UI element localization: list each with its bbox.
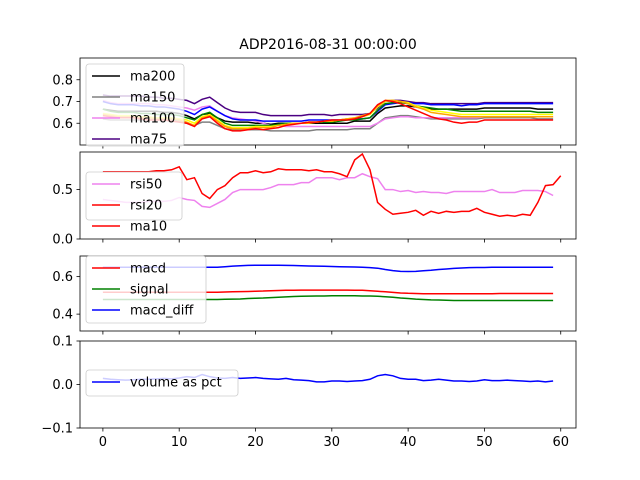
x-tick-label: 0 <box>99 435 107 450</box>
legend-label-macd: macd <box>130 262 166 277</box>
y-tick-label: 0.0 <box>52 378 73 393</box>
legend-panel-3: macd signal macd_diff <box>85 255 207 324</box>
legend-panel-1: ma200 ma150 ma100 ma75 <box>85 63 185 148</box>
y-tick-label: −0.1 <box>41 422 73 437</box>
legend-label-ma100: ma100 <box>130 112 175 127</box>
legend-box <box>85 63 185 147</box>
chart-title: ADP2016-08-31 00:00:00 <box>239 37 417 53</box>
y-tick-label: 0.1 <box>52 335 73 350</box>
y-tick-label: 0.7 <box>52 95 73 110</box>
x-tick-label: 20 <box>247 435 264 450</box>
legend-label-rsi20: rsi20 <box>130 199 162 214</box>
legend-label-macd_diff: macd_diff <box>130 304 194 319</box>
series-line-rsi20 <box>102 152 562 218</box>
panel-4: −0.1 0.0 0.1 0 10 20 30 40 50 60 volume as pct <box>41 335 577 450</box>
x-tick-label: 50 <box>476 435 493 450</box>
panel-1: 0.6 0.7 0.8 ma200 ma150 ma100 ma75 <box>52 57 577 149</box>
legend-label-ma200: ma200 <box>130 70 175 85</box>
y-tick-label: 0.4 <box>52 308 73 323</box>
y-tick-label: 0.8 <box>52 73 73 88</box>
legend-label-signal: signal <box>130 283 168 298</box>
legend-panel-2: rsi50 rsi20 ma10 <box>85 171 183 235</box>
x-tick-label: 60 <box>552 435 569 450</box>
legend-label-rsi50: rsi50 <box>130 178 162 193</box>
axes-frame <box>79 255 577 332</box>
y-tick-label: 0.5 <box>52 183 73 198</box>
axes-frame <box>79 151 577 240</box>
legend-panel-4: volume as pct <box>85 369 239 397</box>
legend-label-volume: volume as pct <box>130 376 222 391</box>
y-tick-label: 0.0 <box>52 233 73 248</box>
x-tick-label: 10 <box>171 435 188 450</box>
x-tick-label: 30 <box>324 435 341 450</box>
legend-label-ma10: ma10 <box>130 220 167 235</box>
legend-box <box>85 255 207 324</box>
legend-box <box>85 369 239 397</box>
panel-3: 0.4 0.6 macd signal macd_diff <box>52 255 577 335</box>
legend-label-ma150: ma150 <box>130 91 175 106</box>
panel-2: 0.0 0.5 rsi50 rsi20 ma10 <box>52 151 577 248</box>
y-tick-label: 0.6 <box>52 117 73 132</box>
y-tick-label: 0.6 <box>52 270 73 285</box>
x-tick-label: 40 <box>400 435 417 450</box>
legend-label-ma75: ma75 <box>130 133 167 148</box>
